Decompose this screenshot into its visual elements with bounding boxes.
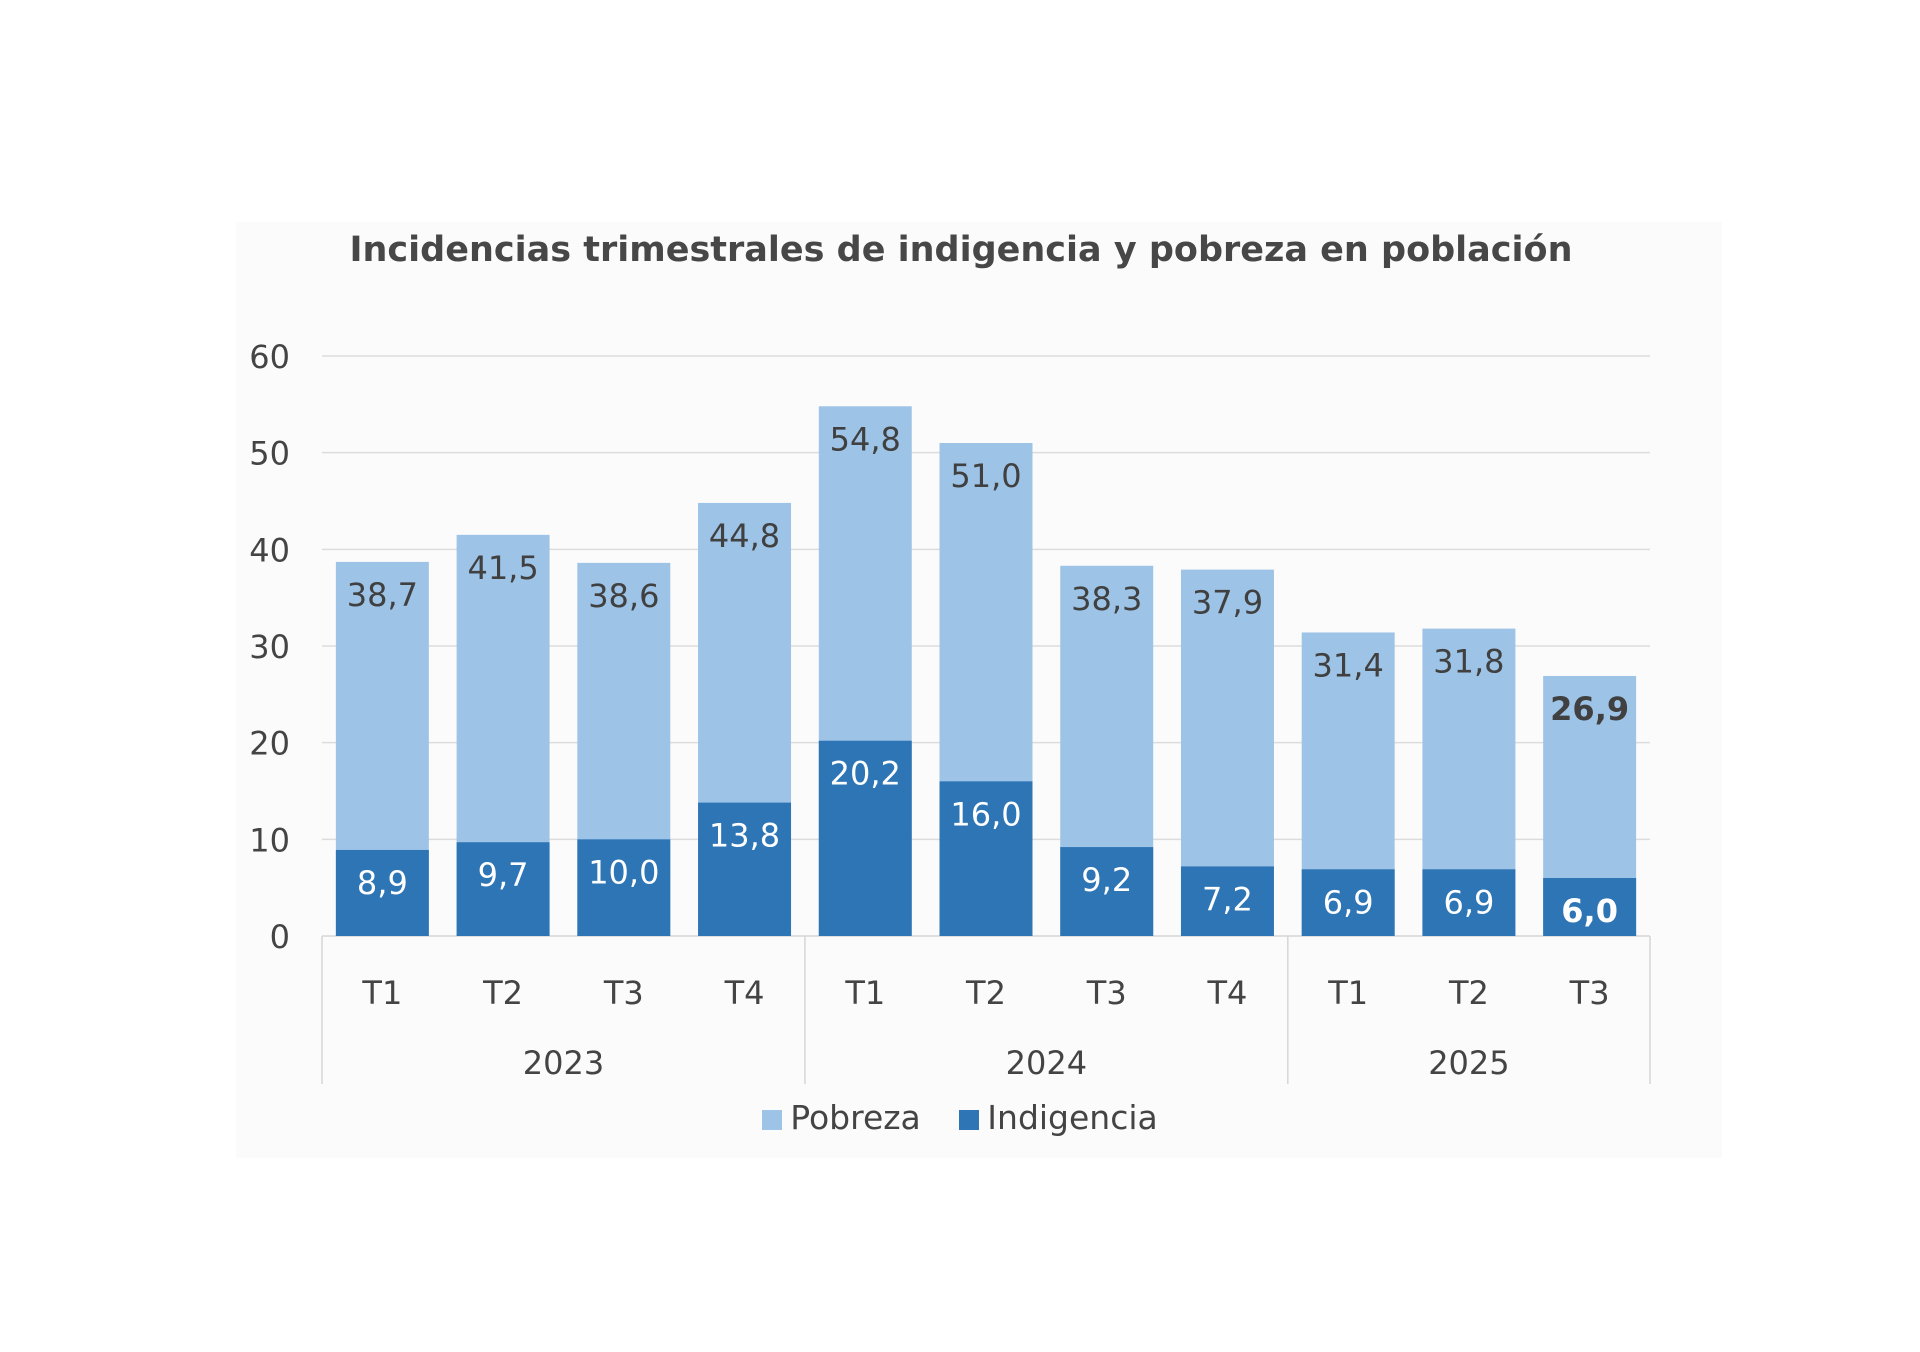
legend-item-pobreza: Pobreza xyxy=(762,1098,921,1137)
x-tick-label: T1 xyxy=(844,974,885,1012)
bar-indigencia xyxy=(335,849,429,936)
legend-label: Indigencia xyxy=(987,1098,1158,1137)
data-label: 41,5 xyxy=(467,549,538,587)
data-label: 9,7 xyxy=(478,856,529,894)
data-label: 37,9 xyxy=(1192,584,1263,622)
legend-label: Pobreza xyxy=(790,1098,921,1137)
data-label: 54,8 xyxy=(830,420,901,458)
y-tick-label: 30 xyxy=(249,628,290,666)
x-tick-label: T2 xyxy=(965,974,1006,1012)
legend-item-indigencia: Indigencia xyxy=(959,1098,1158,1137)
legend: Pobreza Indigencia xyxy=(0,1098,1920,1137)
x-tick-label: T4 xyxy=(724,974,765,1012)
data-label: 31,8 xyxy=(1433,643,1504,681)
x-tick-label: T3 xyxy=(603,974,644,1012)
bar-indigencia xyxy=(818,740,912,936)
y-tick-label: 0 xyxy=(270,918,290,956)
data-label: 51,0 xyxy=(950,457,1021,495)
bar-indigencia xyxy=(577,839,671,936)
y-tick-label: 60 xyxy=(249,338,290,376)
x-group-label: 2025 xyxy=(1428,1044,1509,1082)
data-label: 20,2 xyxy=(830,755,901,793)
x-tick-label: T2 xyxy=(482,974,523,1012)
y-tick-label: 20 xyxy=(249,725,290,763)
bar-indigencia xyxy=(1543,878,1637,936)
x-tick-label: T3 xyxy=(1569,974,1610,1012)
data-label: 44,8 xyxy=(709,517,780,555)
data-label: 13,8 xyxy=(709,817,780,855)
chart-title: Incidencias trimestrales de indigencia y… xyxy=(349,230,1573,270)
y-tick-label: 40 xyxy=(249,531,290,569)
data-label: 7,2 xyxy=(1202,880,1253,918)
x-tick-label: T4 xyxy=(1207,974,1248,1012)
data-label: 26,9 xyxy=(1550,690,1629,728)
x-group-label: 2024 xyxy=(1006,1044,1087,1082)
y-tick-label: 10 xyxy=(249,821,290,859)
data-label: 38,6 xyxy=(588,577,659,615)
x-tick-label: T1 xyxy=(1327,974,1368,1012)
bar-indigencia xyxy=(1301,869,1395,936)
bar-indigencia xyxy=(456,842,550,936)
data-label: 31,4 xyxy=(1313,646,1384,684)
legend-swatch-indigencia xyxy=(959,1109,980,1130)
data-label: 6,9 xyxy=(1323,883,1374,921)
y-tick-label: 50 xyxy=(249,435,290,473)
data-label: 6,9 xyxy=(1443,883,1494,921)
data-label: 38,7 xyxy=(347,576,418,614)
x-tick-label: T2 xyxy=(1448,974,1489,1012)
data-label: 9,2 xyxy=(1081,861,1132,899)
x-group-label: 2023 xyxy=(523,1044,604,1082)
data-label: 38,3 xyxy=(1071,580,1142,618)
x-tick-label: T1 xyxy=(361,974,402,1012)
bar-indigencia xyxy=(698,802,792,936)
data-label: 10,0 xyxy=(588,853,659,891)
bar-indigencia xyxy=(939,781,1033,936)
legend-swatch-pobreza xyxy=(762,1109,783,1130)
bar-indigencia xyxy=(1422,869,1516,936)
data-label: 8,9 xyxy=(357,864,408,902)
data-label: 6,0 xyxy=(1561,892,1618,930)
data-label: 16,0 xyxy=(950,795,1021,833)
x-tick-label: T3 xyxy=(1086,974,1127,1012)
bar-indigencia xyxy=(1180,866,1274,936)
bar-indigencia xyxy=(1060,847,1154,936)
